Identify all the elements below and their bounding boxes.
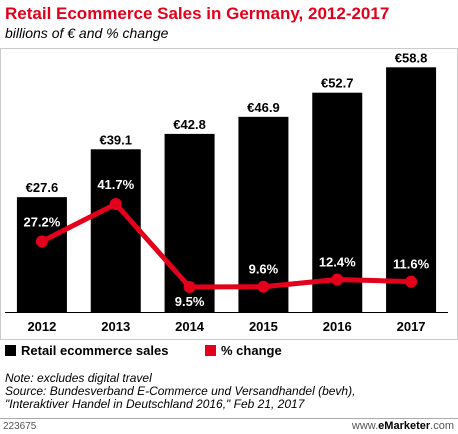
combo-chart: €27.6 €39.1 €42.8 €46.9 €52.7 €58.8 2012 2013 20… — [0, 48, 458, 340]
bar-value-label-2014: €42.8 — [173, 117, 206, 132]
percent-point-2015 — [257, 280, 270, 293]
bar-value-label-2015: €46.9 — [247, 100, 280, 115]
bar-2015 — [238, 116, 289, 313]
brand-suffix: .com — [430, 420, 454, 432]
bar-2017 — [386, 67, 437, 312]
chart-legend: Retail ecommerce sales % change — [5, 343, 445, 358]
brand-name: eMarketer — [378, 420, 431, 432]
chart-title: Retail Ecommerce Sales in Germany, 2012-… — [5, 4, 390, 23]
percent-point-2016 — [331, 273, 344, 286]
bar-2012 — [16, 197, 67, 312]
source-line-2: "Interaktiver Handel in Deutschland 2016… — [5, 397, 305, 411]
brand-prefix: www. — [351, 420, 379, 432]
percent-point-2012 — [35, 235, 48, 248]
legend-swatch-sales — [5, 345, 16, 356]
x-tick-label-2015: 2015 — [249, 319, 278, 334]
percent-label-2016: 12.4% — [319, 255, 356, 270]
legend-swatch-change — [205, 345, 216, 356]
percent-label-2012: 27.2% — [23, 214, 60, 229]
percent-point-2014 — [183, 281, 196, 293]
bar-value-label-2016: €52.7 — [321, 76, 354, 91]
brand-link[interactable]: www.eMarketer.com — [352, 420, 454, 432]
bar-value-label-2017: €58.8 — [395, 50, 428, 65]
percent-label-2014: 9.5% — [175, 294, 205, 309]
percent-point-2013 — [109, 198, 122, 210]
bar-2013 — [90, 149, 141, 312]
x-tick-label-2014: 2014 — [175, 319, 205, 334]
percent-change-line — [40, 201, 412, 290]
legend-label-change: % change — [221, 343, 282, 358]
percent-label-2015: 9.6% — [249, 262, 279, 277]
percent-label-2017: 11.6% — [393, 257, 430, 272]
x-tick-label-2013: 2013 — [101, 319, 130, 334]
legend-label-sales: Retail ecommerce sales — [21, 343, 169, 358]
x-tick-label-2012: 2012 — [27, 319, 56, 334]
chart-subtitle: billions of € and % change — [5, 25, 169, 41]
source-line: Source: Bundesverband E-Commerce und Ver… — [5, 384, 356, 398]
footer-divider — [0, 418, 458, 419]
percent-point-2017 — [405, 275, 418, 288]
percent-label-2013: 41.7% — [97, 177, 134, 192]
chart-notes: Note: excludes digital travel Source: Bu… — [5, 372, 355, 411]
bar-value-label-2013: €39.1 — [99, 132, 132, 147]
x-tick-label-2017: 2017 — [397, 319, 426, 334]
chart-id: 223675 — [3, 421, 37, 432]
x-tick-label-2016: 2016 — [323, 319, 352, 334]
note-line: Note: excludes digital travel — [5, 371, 152, 385]
bar-value-label-2012: €27.6 — [26, 180, 59, 195]
